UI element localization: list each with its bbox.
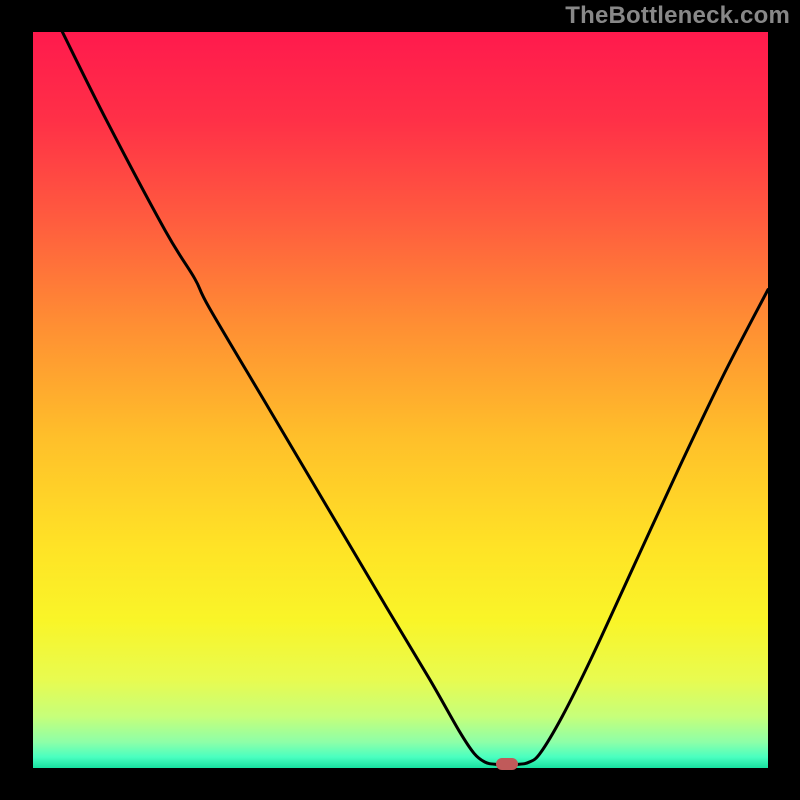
watermark-text: TheBottleneck.com	[565, 2, 790, 30]
plot-area	[33, 32, 768, 768]
optimal-point-marker	[496, 758, 518, 770]
gradient-background	[33, 32, 768, 768]
chart-container: TheBottleneck.com	[0, 0, 800, 800]
